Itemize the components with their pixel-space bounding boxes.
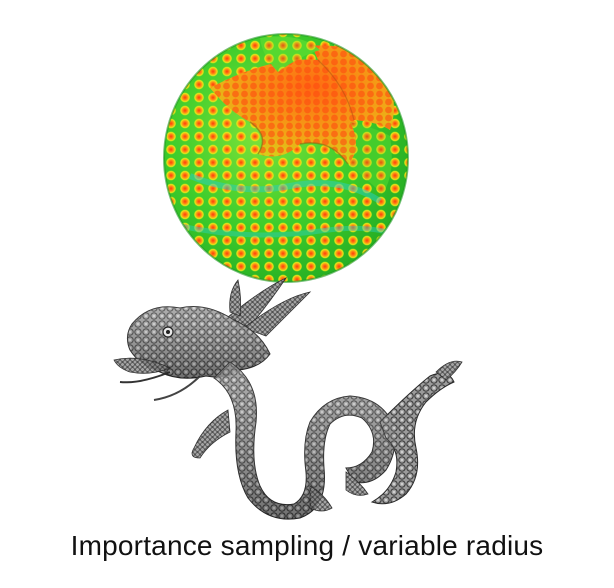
figure-caption: Importance sampling / variable radius bbox=[70, 530, 544, 561]
dragon-icon bbox=[113, 277, 463, 520]
sampled-dragon-image bbox=[110, 272, 470, 522]
sampled-sphere-image bbox=[150, 26, 420, 288]
sphere-icon bbox=[163, 33, 409, 283]
